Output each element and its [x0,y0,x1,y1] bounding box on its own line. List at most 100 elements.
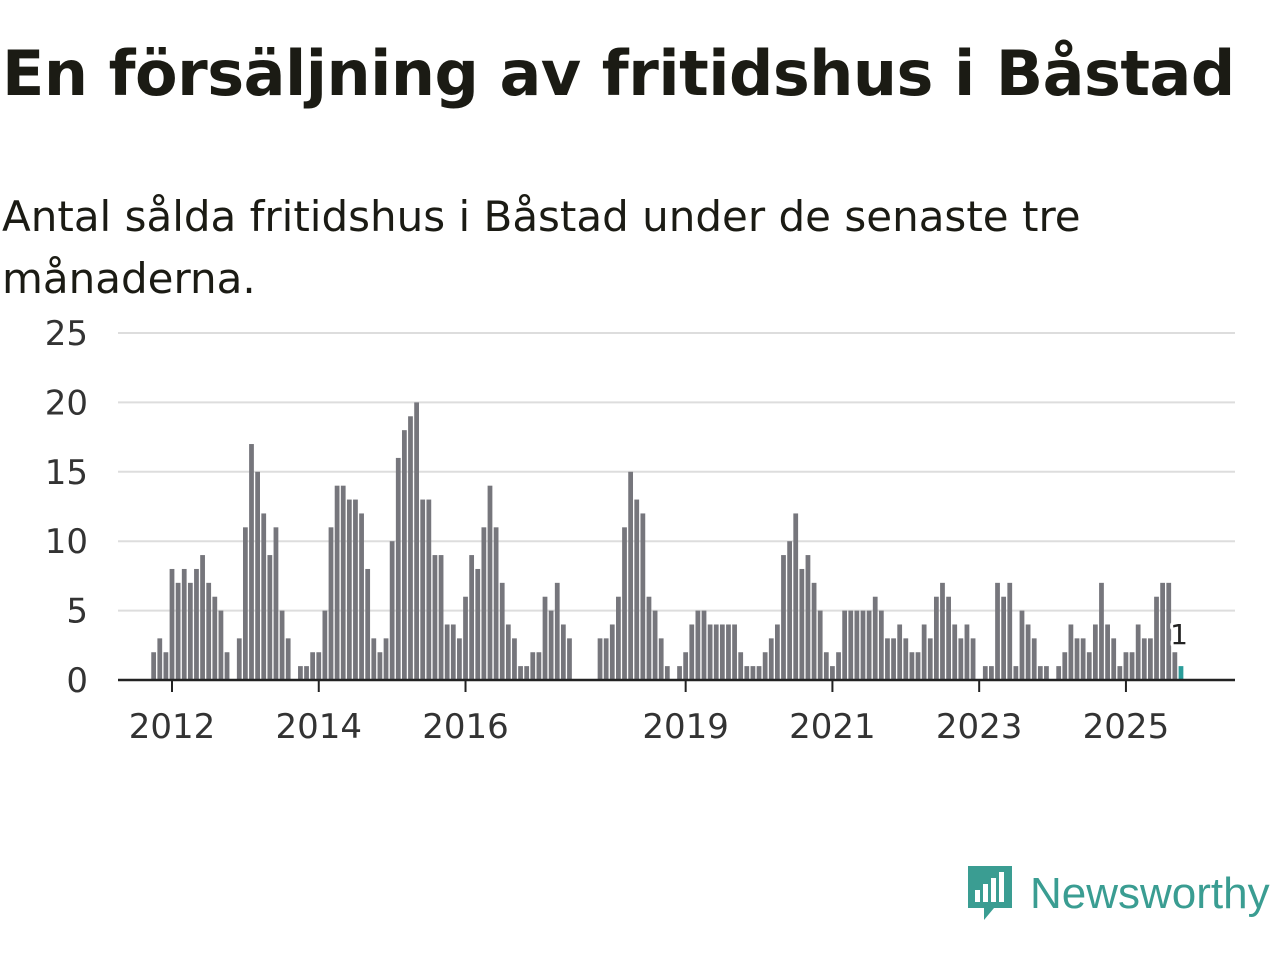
bar [982,666,988,680]
y-tick-label: 5 [66,592,88,632]
bar [603,638,609,680]
bar [903,638,909,680]
bar [395,457,401,680]
bar [836,652,841,680]
x-tick-label: 2019 [642,707,729,747]
bar [243,527,248,680]
bar-latest [1178,666,1184,680]
bar [640,513,646,680]
bar [475,568,481,680]
bar [505,624,511,680]
bar [1105,624,1110,680]
last-value-label: 1 [1170,618,1188,651]
bar [958,638,964,680]
bar [346,499,352,680]
bar [371,638,377,680]
bar [756,666,762,680]
bar [1166,582,1172,680]
bar [1019,610,1025,680]
bar [200,555,205,680]
bar [995,582,1000,680]
bar [646,596,652,680]
bar [389,541,395,680]
bar [524,666,530,680]
chart-subtitle: Antal sålda fritidshus i Båstad under de… [2,192,1081,303]
bar [169,568,175,680]
bar [1056,666,1062,680]
bar [811,582,817,680]
x-tick-label: 2012 [129,707,216,747]
bar [1068,624,1074,680]
bar [1092,624,1098,680]
bar [267,555,273,680]
bar [793,513,799,680]
bar [781,555,786,680]
bar [872,596,878,680]
bar [316,652,322,680]
bar [1013,666,1019,680]
bar [1160,582,1166,680]
bar [940,582,945,680]
gridlines [118,332,1235,612]
bar [157,638,163,680]
newsworthy-logo[interactable]: Newsworthy [964,862,1270,926]
bar [420,499,426,680]
y-tick-label: 25 [45,314,88,354]
bar [677,666,682,680]
bar [444,624,450,680]
bar [224,652,230,680]
bar [616,596,621,680]
y-tick-label: 0 [66,661,88,701]
bar [1001,596,1007,680]
bar [866,610,872,680]
bar [255,471,260,680]
bar [322,610,328,680]
bar [897,624,903,680]
bar [181,568,187,680]
x-tick-label: 2014 [275,707,362,747]
bar [658,638,664,680]
bar [1099,582,1104,680]
bar [365,568,371,680]
newsworthy-logo-icon [968,866,1012,920]
bar [1148,638,1153,680]
bar [738,652,744,680]
bar [805,555,811,680]
bar [279,610,285,680]
bar [762,652,768,680]
bar [512,638,517,680]
bar [212,596,218,680]
bar [493,527,499,680]
bar [707,624,713,680]
bar [469,555,475,680]
bar [261,513,267,680]
bars [151,402,1184,680]
bar [1074,638,1080,680]
bar [1129,652,1135,680]
bar [823,652,829,680]
bar [328,527,334,680]
bar [719,624,725,680]
bar [1135,624,1141,680]
bar [249,444,254,680]
x-tick-label: 2021 [789,707,876,747]
bar [1172,652,1178,680]
bar [1117,666,1123,680]
bar [713,624,719,680]
bar [933,596,939,680]
bar [408,416,413,680]
bar [946,596,951,680]
bar [878,610,884,680]
bar [799,568,805,680]
bar [964,624,970,680]
bar [334,485,340,680]
bar [187,582,193,680]
bar [359,513,364,680]
bar [530,652,536,680]
bar [554,582,560,680]
bar [1025,624,1031,680]
bar [1111,638,1117,680]
bar [664,666,670,680]
bar [787,541,792,680]
